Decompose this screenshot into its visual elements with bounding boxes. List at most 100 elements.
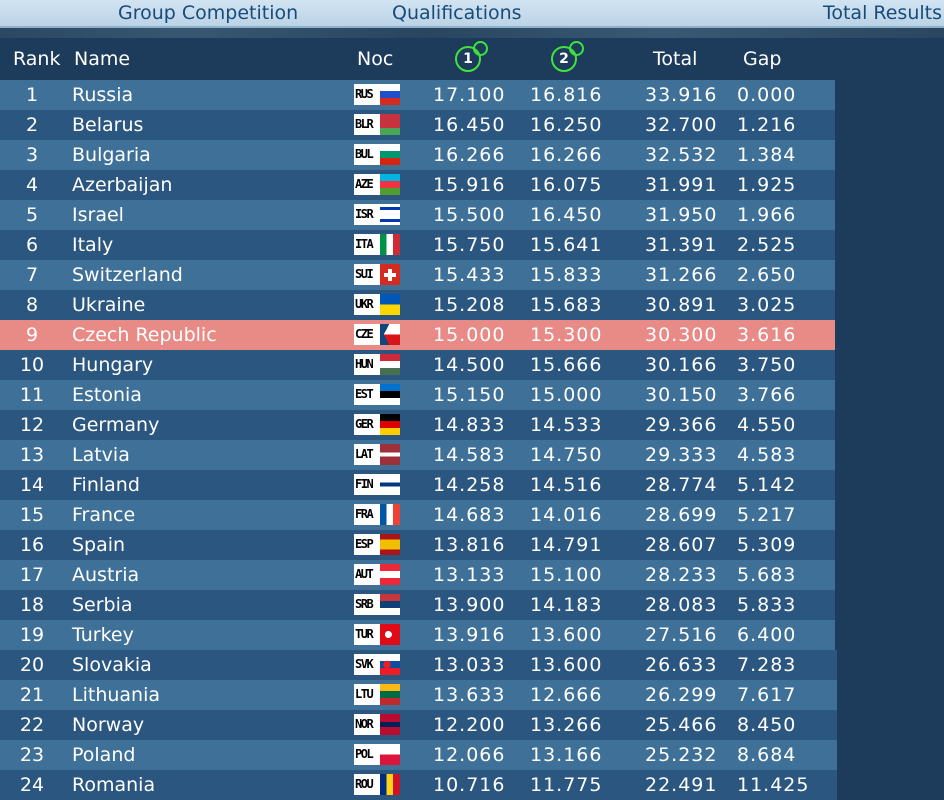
flag-icon xyxy=(380,684,400,705)
table-row[interactable]: 8 Ukraine UKR 15.208 15.683 30.891 3.025 xyxy=(0,290,835,320)
flag-icon xyxy=(380,294,400,315)
rank-cell: 3 xyxy=(25,144,39,166)
gap-value: 3.025 xyxy=(737,294,797,316)
total-score: 26.299 xyxy=(645,684,718,706)
table-row[interactable]: 3 Bulgaria BUL 16.266 16.266 32.532 1.384 xyxy=(0,140,835,170)
column-header-rank: Rank xyxy=(13,48,61,70)
apparatus-2-score: 14.516 xyxy=(530,474,603,496)
gap-value: 5.833 xyxy=(737,594,797,616)
noc-code: AZE xyxy=(354,174,380,195)
gap-value: 1.384 xyxy=(737,144,797,166)
table-row[interactable]: 15 France FRA 14.683 14.016 28.699 5.217 xyxy=(0,500,835,530)
total-score: 25.466 xyxy=(645,714,718,736)
noc-code: ISR xyxy=(354,204,380,225)
tab-total-results[interactable]: Total Results xyxy=(822,2,942,24)
total-score: 31.266 xyxy=(645,264,718,286)
noc-code: LAT xyxy=(354,444,380,465)
table-row[interactable]: 5 Israel ISR 15.500 16.450 31.950 1.966 xyxy=(0,200,835,230)
apparatus-2-score: 12.666 xyxy=(530,684,603,706)
country-name: Poland xyxy=(72,744,136,766)
table-row[interactable]: 16 Spain ESP 13.816 14.791 28.607 5.309 xyxy=(0,530,835,560)
apparatus-2-score: 16.075 xyxy=(530,174,603,196)
country-name: Finland xyxy=(72,474,140,496)
table-row[interactable]: 21 Lithuania LTU 13.633 12.666 26.299 7.617 xyxy=(0,680,837,710)
apparatus-2-icon: 2 xyxy=(551,41,584,72)
noc-badge: BUL xyxy=(354,144,400,165)
apparatus-2-score: 16.816 xyxy=(530,84,603,106)
apparatus-2-score: 15.000 xyxy=(530,384,603,406)
column-header-gap: Gap xyxy=(743,48,782,70)
apparatus-1-score: 13.033 xyxy=(433,654,506,676)
table-row[interactable]: 14 Finland FIN 14.258 14.516 28.774 5.142 xyxy=(0,470,835,500)
gap-value: 3.616 xyxy=(737,324,797,346)
gap-value: 1.216 xyxy=(737,114,797,136)
tab-group-competition[interactable]: Group Competition xyxy=(118,2,299,24)
noc-badge: SVK xyxy=(354,654,400,675)
table-row[interactable]: 6 Italy ITA 15.750 15.641 31.391 2.525 xyxy=(0,230,835,260)
column-header-total: Total xyxy=(653,48,698,70)
apparatus-1-score: 14.583 xyxy=(433,444,506,466)
table-row[interactable]: 9 Czech Republic CZE 15.000 15.300 30.300 3.61… xyxy=(0,320,835,350)
apparatus-1-icon: 1 xyxy=(455,41,488,72)
apparatus-2-score: 11.775 xyxy=(530,774,603,796)
total-score: 31.391 xyxy=(645,234,718,256)
table-row[interactable]: 19 Turkey TUR 13.916 13.600 27.516 6.400 xyxy=(0,620,835,650)
flag-icon xyxy=(380,744,400,765)
rank-cell: 19 xyxy=(19,624,45,646)
table-row[interactable]: 10 Hungary HUN 14.500 15.666 30.166 3.750 xyxy=(0,350,835,380)
flag-icon xyxy=(380,174,400,195)
table-row[interactable]: 18 Serbia SRB 13.900 14.183 28.083 5.833 xyxy=(0,590,835,620)
noc-code: ITA xyxy=(354,234,380,255)
apparatus-2-score: 13.166 xyxy=(530,744,603,766)
table-row[interactable]: 1 Russia RUS 17.100 16.816 33.916 0.000 xyxy=(0,80,835,110)
rank-cell: 15 xyxy=(19,504,45,526)
apparatus-1-score: 12.066 xyxy=(433,744,506,766)
table-row[interactable]: 22 Norway NOR 12.200 13.266 25.466 8.450 xyxy=(0,710,837,740)
noc-badge: NOR xyxy=(354,714,400,735)
table-row[interactable]: 17 Austria AUT 13.133 15.100 28.233 5.683 xyxy=(0,560,835,590)
apparatus-2-score: 14.791 xyxy=(530,534,603,556)
flag-icon xyxy=(380,594,400,615)
rank-cell: 18 xyxy=(19,594,45,616)
tab-qualifications[interactable]: Qualifications xyxy=(392,2,522,24)
noc-badge: LAT xyxy=(354,444,400,465)
rank-cell: 7 xyxy=(25,264,39,286)
apparatus-1-score: 14.258 xyxy=(433,474,506,496)
total-score: 32.532 xyxy=(645,144,718,166)
country-name: France xyxy=(72,504,136,526)
country-name: Hungary xyxy=(72,354,154,376)
results-table: 1 Russia RUS 17.100 16.816 33.916 0.000 2 Belaru… xyxy=(0,80,944,800)
total-score: 29.333 xyxy=(645,444,718,466)
gap-value: 8.450 xyxy=(737,714,797,736)
noc-badge: TUR xyxy=(354,624,400,645)
noc-code: TUR xyxy=(354,624,380,645)
gap-value: 1.925 xyxy=(737,174,797,196)
table-row[interactable]: 7 Switzerland SUI 15.433 15.833 31.266 2.650 xyxy=(0,260,835,290)
noc-code: CZE xyxy=(354,324,380,345)
rank-cell: 9 xyxy=(25,324,39,346)
table-row[interactable]: 24 Romania ROU 10.716 11.775 22.491 11.425 xyxy=(0,770,837,800)
rank-cell: 11 xyxy=(19,384,45,406)
table-row[interactable]: 23 Poland POL 12.066 13.166 25.232 8.684 xyxy=(0,740,837,770)
flag-icon xyxy=(380,354,400,375)
table-row[interactable]: 13 Latvia LAT 14.583 14.750 29.333 4.583 xyxy=(0,440,835,470)
table-row[interactable]: 12 Germany GER 14.833 14.533 29.366 4.550 xyxy=(0,410,835,440)
table-row[interactable]: 4 Azerbaijan AZE 15.916 16.075 31.991 1.925 xyxy=(0,170,835,200)
country-name: Lithuania xyxy=(72,684,161,706)
country-name: Romania xyxy=(72,774,156,796)
noc-code: SRB xyxy=(354,594,380,615)
rank-cell: 5 xyxy=(25,204,39,226)
noc-code: ROU xyxy=(354,774,380,795)
apparatus-1-score: 14.500 xyxy=(433,354,506,376)
apparatus-1-score: 13.816 xyxy=(433,534,506,556)
table-row[interactable]: 20 Slovakia SVK 13.033 13.600 26.633 7.283 xyxy=(0,650,837,680)
apparatus-2-score: 16.266 xyxy=(530,144,603,166)
flag-icon xyxy=(380,774,400,795)
noc-badge: SUI xyxy=(354,264,400,285)
gap-value: 3.766 xyxy=(737,384,797,406)
table-row[interactable]: 11 Estonia EST 15.150 15.000 30.150 3.766 xyxy=(0,380,835,410)
gap-value: 8.684 xyxy=(737,744,797,766)
apparatus-2-score: 16.250 xyxy=(530,114,603,136)
table-row[interactable]: 2 Belarus BLR 16.450 16.250 32.700 1.216 xyxy=(0,110,835,140)
total-score: 27.516 xyxy=(645,624,718,646)
